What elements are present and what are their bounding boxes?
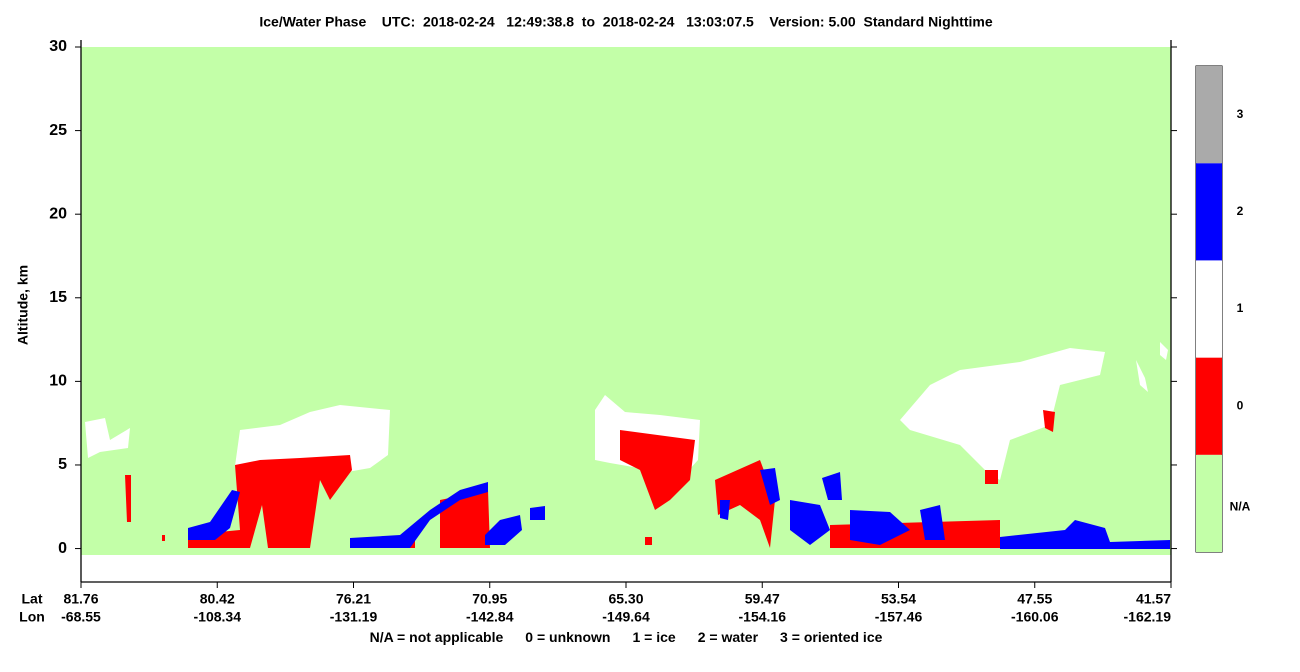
- legend-entry: =: [788, 629, 804, 645]
- colorbar-swatch: [1196, 260, 1222, 358]
- x-tick-label: 47.55: [1017, 591, 1052, 607]
- colorbar-label: 3: [1237, 107, 1244, 121]
- x-tick-label: -108.34: [194, 609, 242, 625]
- colorbar-label: 1: [1237, 301, 1244, 315]
- legend-entry: not applicable: [409, 629, 503, 645]
- y-tick-label: 30: [49, 38, 67, 55]
- cloud-layer: [85, 342, 1170, 549]
- x-tick-label: 70.95: [472, 591, 507, 607]
- legend-entry: =: [393, 629, 409, 645]
- legend-entry: 1: [632, 629, 640, 645]
- x-tick-label: -149.64: [602, 609, 650, 625]
- x-tick-label: -142.84: [466, 609, 514, 625]
- x-tick-label: 41.57: [1136, 591, 1171, 607]
- x-tick-label: -162.19: [1124, 609, 1172, 625]
- colorbar-label: 0: [1237, 398, 1244, 412]
- x-tick-label: -131.19: [330, 609, 378, 625]
- y-tick-label: 25: [49, 122, 67, 139]
- x-tick-label: -160.06: [1011, 609, 1059, 625]
- y-tick-label: 0: [58, 540, 67, 557]
- x-tick-label: 76.21: [336, 591, 371, 607]
- chart-title: Ice/Water Phase UTC: 2018-02-24 12:49:38…: [259, 14, 992, 30]
- y-tick-label: 15: [49, 289, 67, 306]
- y-axis-label: Altitude, km: [15, 265, 31, 345]
- legend-entry: 0: [525, 629, 533, 645]
- y-tick-label: 5: [58, 456, 67, 473]
- legend-entry: 3: [780, 629, 788, 645]
- x-tick-label: 65.30: [608, 591, 643, 607]
- legend-entry: =: [533, 629, 549, 645]
- y-tick-label: 20: [49, 205, 67, 222]
- legend-entry: 2: [698, 629, 706, 645]
- colorbar-swatch: [1196, 163, 1222, 261]
- colorbar-label: 2: [1237, 204, 1244, 218]
- x-row-label: Lat: [22, 591, 43, 607]
- x-tick-label: 81.76: [63, 591, 98, 607]
- colorbar-swatch: [1196, 454, 1222, 552]
- x-tick-label: -154.16: [739, 609, 787, 625]
- legend-entry: =: [706, 629, 722, 645]
- legend-entry: ice: [656, 629, 676, 645]
- legend: N/A = not applicable 0 = unknown 1 = ice 2 …: [370, 629, 883, 645]
- x-tick-label: -68.55: [61, 609, 101, 625]
- x-tick-label: -157.46: [875, 609, 923, 625]
- legend-entry: unknown: [549, 629, 610, 645]
- x-row-label: Lon: [19, 609, 45, 625]
- legend-entry: =: [640, 629, 656, 645]
- legend-entry: N/A: [370, 629, 394, 645]
- legend-entry: water: [720, 629, 758, 645]
- colorbar-swatch: [1196, 357, 1222, 455]
- y-tick-label: 10: [49, 373, 67, 390]
- x-tick-label: 80.42: [200, 591, 235, 607]
- x-tick-label: 53.54: [881, 591, 916, 607]
- colorbar-label: N/A: [1230, 500, 1251, 514]
- legend-entry: oriented ice: [804, 629, 883, 645]
- colorbar-swatch: [1196, 66, 1222, 164]
- x-tick-label: 59.47: [745, 591, 780, 607]
